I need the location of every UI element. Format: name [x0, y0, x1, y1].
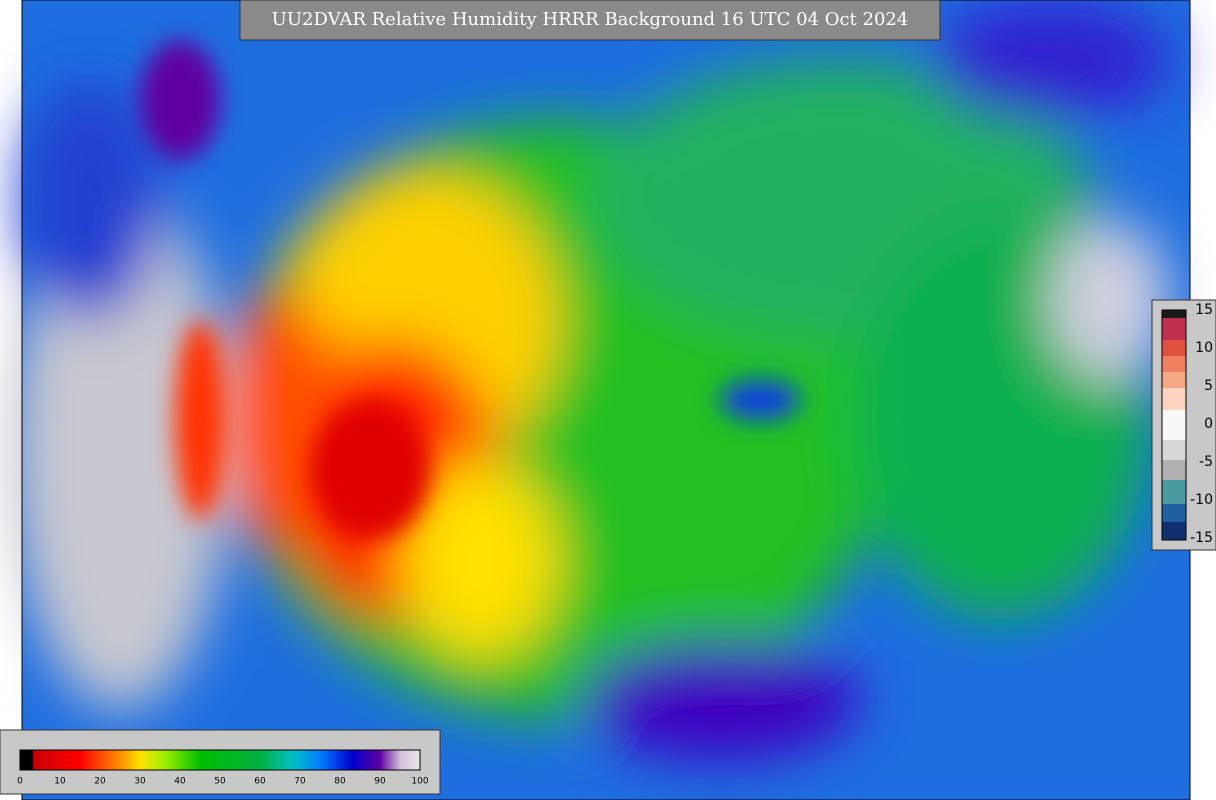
colorbar-tick-label: 60	[254, 777, 266, 787]
title-box: UU2DVAR Relative Humidity HRRR Backgroun…	[239, 0, 941, 41]
colorbar-tick-label: 90	[374, 777, 386, 787]
colorbar-tick-label: 30	[134, 777, 146, 787]
colorbar-tick-label: 80	[334, 777, 346, 787]
colorbar-tick-label: 40	[174, 777, 186, 787]
side-colorbar-tick-label: -5	[1199, 454, 1213, 470]
map	[10, 0, 1191, 800]
title: UU2DVAR Relative Humidity HRRR Backgroun…	[272, 9, 909, 30]
side-colorbar-tick-label: 5	[1204, 378, 1213, 394]
colorbar: 0 10 20 30 40 50 60 70 80 90 100	[0, 729, 441, 795]
colorbar-tick-label: 20	[94, 777, 106, 787]
side-colorbar: 15 10 5 0 -5 -10 -15	[1151, 299, 1216, 551]
side-colorbar-tick-label: -10	[1190, 492, 1213, 508]
side-colorbar-tick-label: 0	[1204, 416, 1213, 432]
colorbar-tick-label: 10	[54, 777, 66, 787]
colorbar-tick-label: 100	[411, 777, 428, 787]
side-colorbar-tick-label: 10	[1195, 340, 1213, 356]
side-colorbar-tick-label: -15	[1190, 530, 1213, 546]
colorbar-tick-label: 50	[214, 777, 226, 787]
colorbar-tick-label: 0	[17, 777, 23, 787]
colorbar-tick-label: 70	[294, 777, 306, 787]
side-colorbar-tick-label: 15	[1195, 302, 1213, 318]
